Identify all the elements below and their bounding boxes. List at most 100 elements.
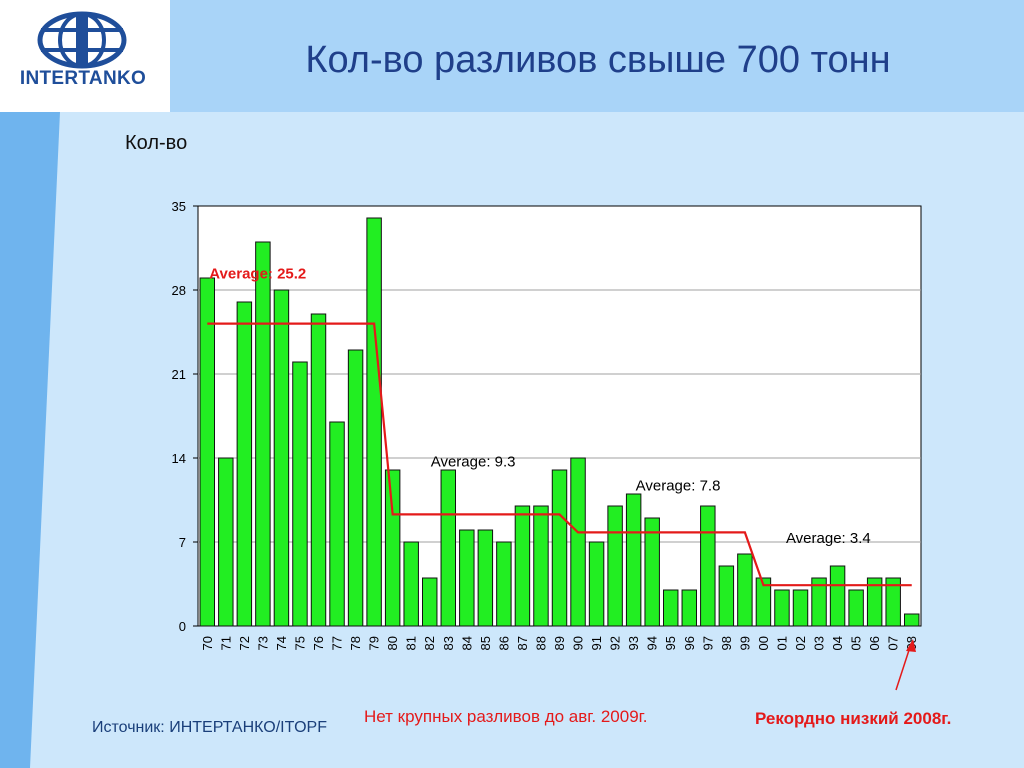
record-arrow — [895, 643, 912, 691]
x-tick-label: 02 — [793, 636, 808, 650]
average-label: Average: 3.4 — [786, 530, 871, 547]
x-tick-label: 98 — [719, 636, 734, 650]
left-stripe — [0, 112, 60, 768]
x-tick-label: 05 — [849, 636, 864, 650]
bar — [607, 505, 623, 627]
bar — [199, 277, 215, 627]
average-line — [207, 322, 912, 587]
bar — [273, 289, 290, 627]
x-tick-label: 72 — [237, 636, 252, 650]
bar — [310, 313, 327, 627]
x-tick-label: 79 — [367, 636, 382, 650]
y-tick-label: 14 — [172, 451, 186, 466]
x-tick-label: 95 — [663, 636, 678, 650]
y-tick-label: 28 — [172, 283, 186, 298]
average-lines — [207, 322, 912, 587]
bar — [904, 613, 920, 627]
y-axis: 0 7 14 21 28 35 — [172, 199, 198, 634]
bar — [496, 541, 512, 627]
x-tick-label: 82 — [422, 636, 437, 650]
x-tick-label: 91 — [589, 636, 604, 650]
bar — [384, 469, 401, 627]
x-tick-label: 07 — [886, 636, 901, 650]
bar — [477, 529, 494, 627]
bar — [885, 577, 901, 627]
x-tick-label: 83 — [441, 636, 456, 650]
bar — [792, 589, 809, 627]
bar — [737, 553, 753, 627]
y-tick-label: 0 — [179, 619, 186, 634]
bar — [403, 541, 419, 627]
bars — [199, 217, 920, 627]
average-label: Average: 25.2 — [209, 266, 306, 283]
record-text: Рекордно низкий 2008г. — [755, 709, 951, 728]
y-axis-label: Кол-во — [125, 132, 187, 154]
x-tick-label: 97 — [700, 636, 715, 650]
x-tick-label: 89 — [552, 636, 567, 650]
y-tick-label: 7 — [179, 535, 186, 550]
x-tick-label: 71 — [218, 636, 233, 650]
bar — [625, 493, 642, 627]
bar — [588, 541, 605, 627]
x-tick-label: 03 — [812, 636, 827, 650]
slide-title: Кол-во разливов свыше 700 тонн — [305, 39, 890, 81]
x-tick-label: 76 — [311, 636, 326, 650]
arrow-head-icon — [906, 639, 916, 652]
bar — [570, 457, 586, 627]
average-label: Average: 9.3 — [431, 453, 516, 470]
x-tick-label: 84 — [459, 636, 474, 650]
x-tick-label: 04 — [830, 636, 845, 650]
bar — [811, 577, 827, 627]
x-tick-label: 88 — [533, 636, 548, 650]
x-tick-label: 75 — [292, 636, 307, 650]
logo-text: INTERTANKO — [20, 68, 146, 89]
bar — [829, 565, 846, 627]
globe-icon — [37, 11, 127, 69]
note-text: Нет крупных разливов до авг. 2009г. — [364, 707, 648, 726]
bar — [663, 589, 679, 627]
x-tick-label: 80 — [385, 636, 400, 650]
x-tick-label: 96 — [682, 636, 697, 650]
bar — [292, 361, 308, 627]
bar — [848, 589, 864, 627]
x-tick-label: 99 — [737, 636, 752, 650]
x-tick-label: 70 — [200, 636, 215, 650]
x-tick-label: 86 — [496, 636, 511, 650]
bar — [644, 517, 660, 627]
bar — [514, 505, 531, 627]
bar — [681, 589, 697, 627]
x-tick-label: 81 — [404, 636, 419, 650]
x-tick-label: 06 — [867, 636, 882, 650]
x-tick-label: 94 — [645, 636, 660, 650]
average-labels: Average: 25.2 Average: 9.3 Average: 7.8 Ave… — [209, 266, 870, 548]
bar — [218, 457, 234, 627]
x-tick-label: 93 — [626, 636, 641, 650]
bar — [718, 565, 735, 627]
bar — [440, 469, 456, 627]
bar — [255, 241, 271, 627]
x-axis: 70 71 72 73 74 75 76 77 78 79 80 81 82 83 84 85 86 87 88 89… — [200, 636, 919, 650]
x-tick-label: 78 — [348, 636, 363, 650]
x-tick-label: 00 — [756, 636, 771, 650]
source-text: Источник: ИНТЕРТАНКО/ITOPF — [92, 719, 327, 736]
intertanko-logo: INTERTANKO — [20, 11, 146, 89]
bar — [551, 469, 568, 627]
bar — [866, 577, 883, 627]
x-tick-label: 73 — [255, 636, 270, 650]
bar — [459, 529, 475, 627]
bar — [422, 577, 438, 627]
x-tick-label: 92 — [608, 636, 623, 650]
bar — [774, 589, 790, 627]
bar — [347, 349, 364, 627]
x-tick-label: 74 — [274, 636, 289, 650]
y-tick-label: 21 — [172, 367, 186, 382]
x-tick-label: 87 — [515, 636, 530, 650]
y-tick-label: 35 — [172, 199, 186, 214]
bar — [236, 301, 253, 627]
bar — [329, 421, 345, 627]
x-tick-label: 90 — [571, 636, 586, 650]
bar — [755, 577, 772, 627]
x-tick-label: 01 — [774, 636, 789, 650]
